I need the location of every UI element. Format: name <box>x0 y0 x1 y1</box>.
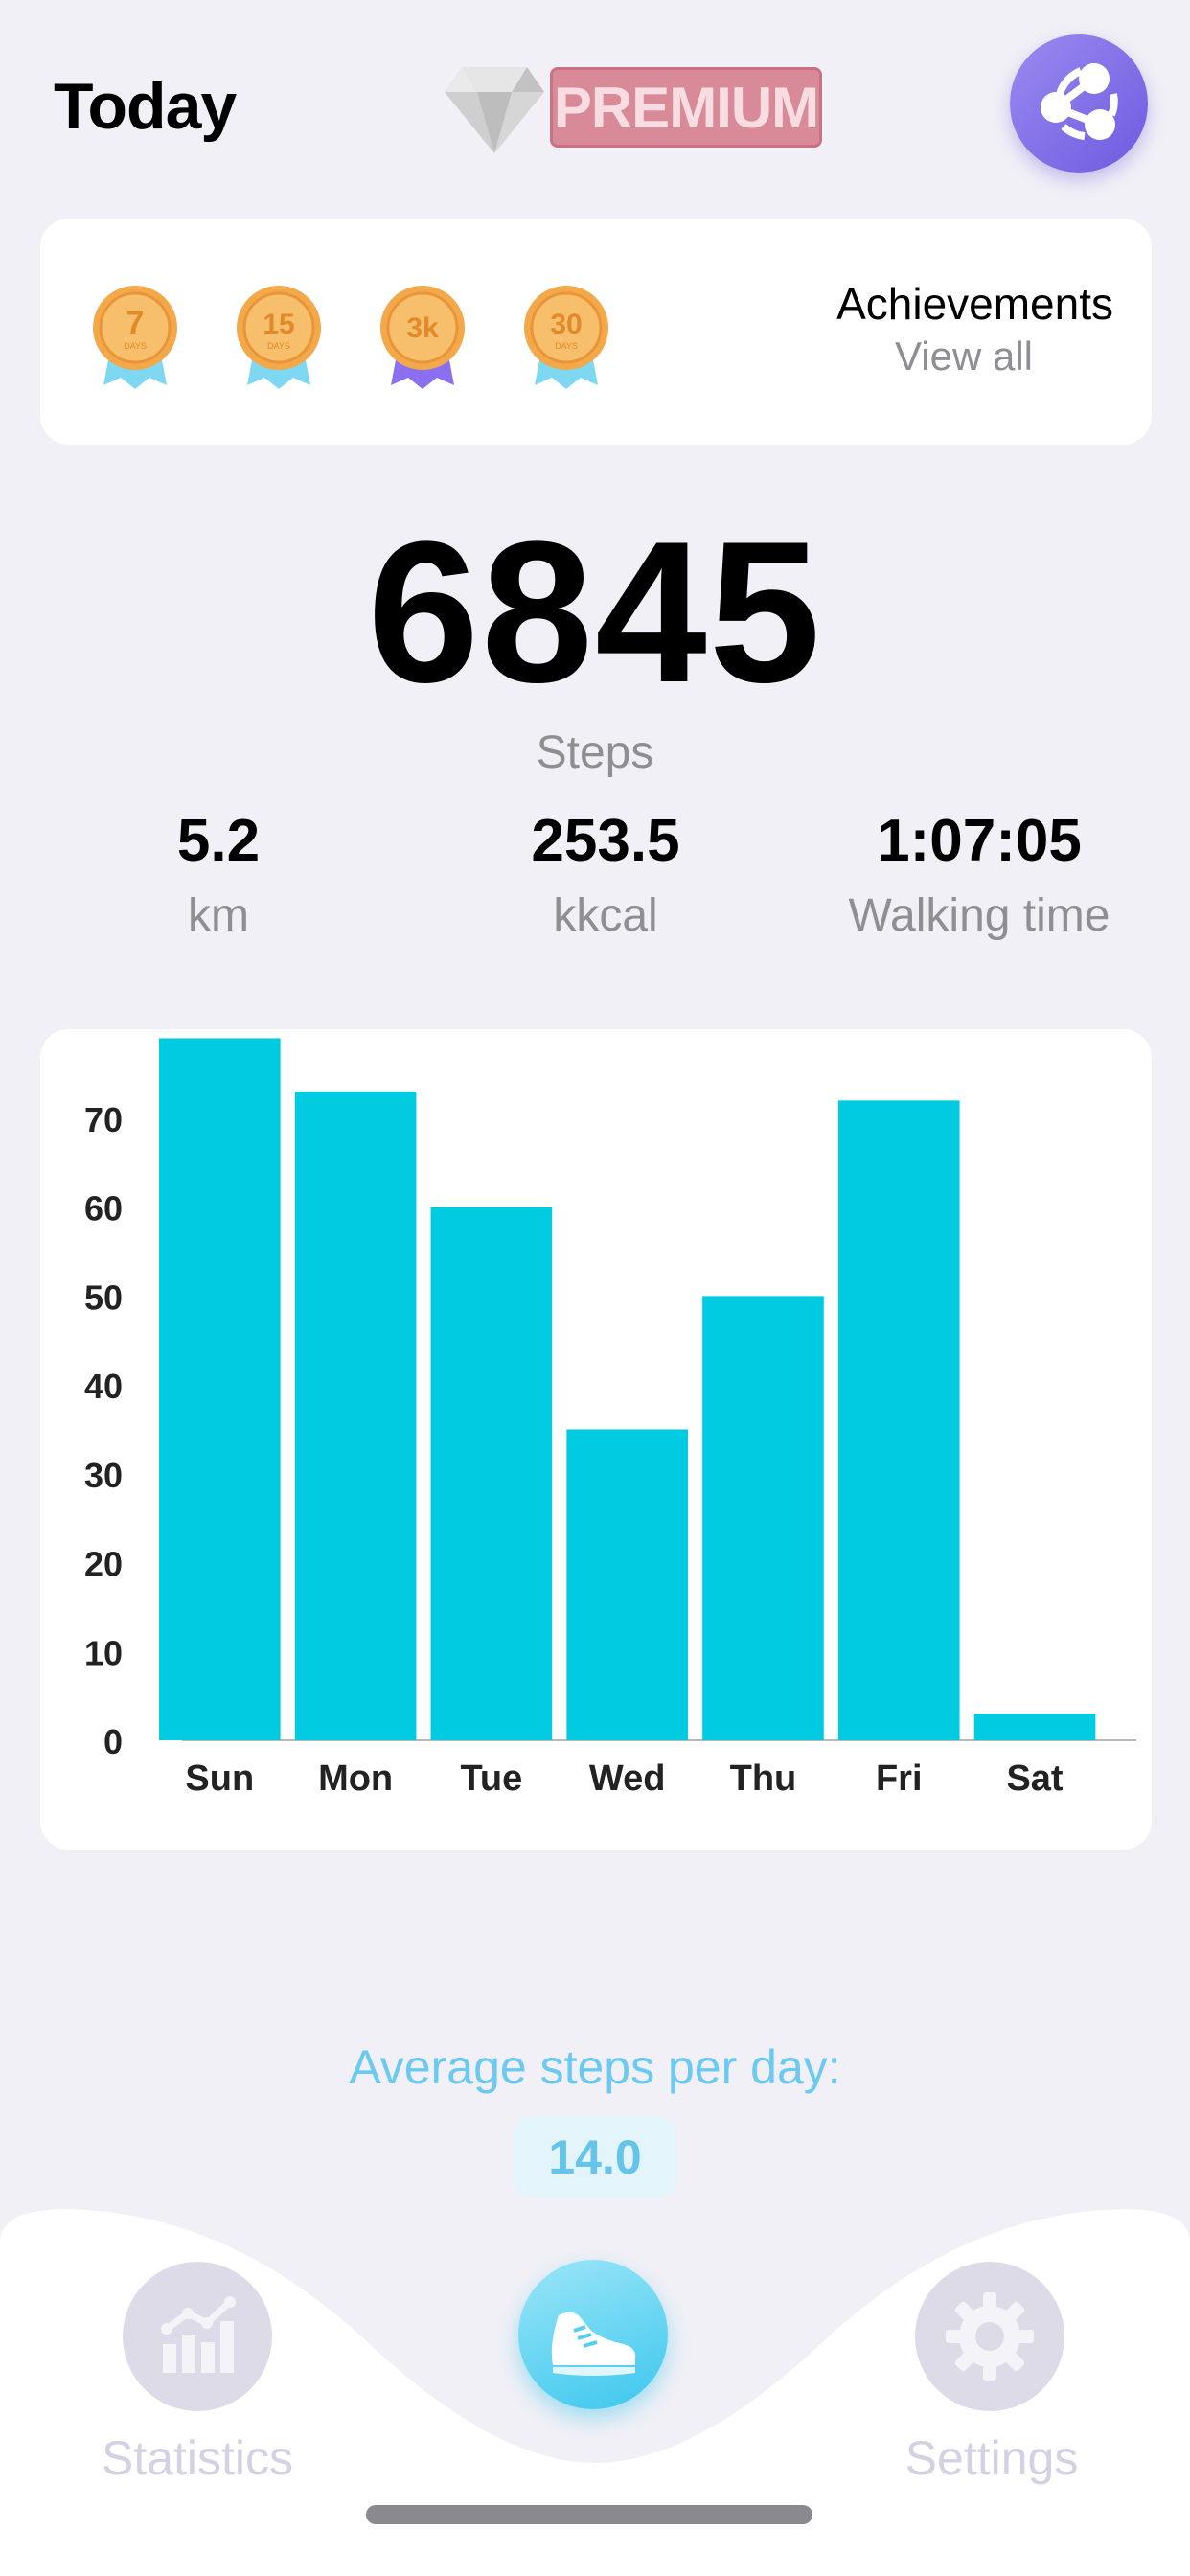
distance-unit: km <box>188 890 249 941</box>
bar-thu <box>702 1296 824 1740</box>
tab-bar <box>0 2204 1190 2576</box>
steps-label: Steps <box>536 727 654 778</box>
weekly-chart-card: 0 10 20 30 40 50 60 70 Sun Mon Tue Wed Thu Fri Sat <box>40 1029 1152 1850</box>
x-tick-label: Tue <box>461 1759 523 1799</box>
x-tick-label: Thu <box>730 1759 797 1799</box>
page-title: Today <box>54 70 237 143</box>
walking-time-value: 1:07:05 <box>877 808 1082 874</box>
statistics-chart-icon <box>161 2296 236 2373</box>
share-button[interactable] <box>1010 34 1148 172</box>
medal-text: 3k <box>406 312 439 344</box>
tab-bar-background <box>0 2209 1190 2576</box>
achievement-medal-icon[interactable]: 3k <box>370 278 475 393</box>
y-tick-label: 40 <box>84 1367 123 1406</box>
steps-count: 6845 <box>367 499 823 724</box>
premium-badge[interactable]: PREMIUM <box>550 67 822 148</box>
tab-today-button[interactable] <box>518 2260 668 2409</box>
average-label: Average steps per day: <box>349 2040 841 2094</box>
bar-sat <box>973 1714 1096 1740</box>
bar-fri <box>837 1100 960 1740</box>
calories-value: 253.5 <box>531 808 680 874</box>
medal-subtext: DAYS <box>555 341 578 351</box>
bar-tue <box>430 1207 553 1740</box>
achievements-card[interactable]: 7 DAYS 15 DAYS 3k 30 DAYS Achievements View al… <box>40 218 1152 445</box>
medal-subtext: DAYS <box>124 341 147 351</box>
achievements-title: Achievements <box>836 279 1113 329</box>
x-tick-label: Sun <box>185 1759 254 1799</box>
y-tick-label: 50 <box>84 1277 123 1317</box>
diamond-icon[interactable] <box>443 59 546 155</box>
x-tick-label: Mon <box>318 1759 393 1799</box>
header: Today PREMIUM <box>0 0 1190 201</box>
y-tick-label: 30 <box>84 1456 123 1495</box>
tab-statistics-label[interactable]: Statistics <box>101 2431 294 2485</box>
y-tick-label: 20 <box>84 1545 123 1584</box>
sneaker-icon <box>551 2312 636 2376</box>
calories-unit: kkcal <box>553 890 658 941</box>
bar-mon <box>294 1092 417 1740</box>
weekly-steps-chart: 0 10 20 30 40 50 60 70 Sun Mon Tue Wed Thu Fri Sat <box>84 1038 1136 1799</box>
view-all-link[interactable]: View all <box>895 334 1033 379</box>
x-tick-label: Sat <box>1006 1759 1063 1799</box>
walking-time-stat: 1:07:05 Walking time <box>797 803 1161 947</box>
y-tick-label: 0 <box>103 1722 123 1761</box>
y-tick-label: 70 <box>84 1100 123 1139</box>
gear-icon <box>946 2292 1034 2380</box>
calories-stat: 253.5 kkcal <box>423 803 788 947</box>
distance-value: 5.2 <box>176 808 261 874</box>
share-icon <box>1041 63 1118 140</box>
x-tick-label: Fri <box>876 1759 923 1799</box>
medal-text: 15 <box>263 309 294 340</box>
tab-statistics-button[interactable] <box>123 2262 272 2411</box>
bar-wed <box>566 1429 688 1740</box>
bar-sun <box>159 1038 281 1740</box>
medal-text: 30 <box>550 309 582 340</box>
home-indicator <box>366 2505 812 2524</box>
distance-stat: 5.2 km <box>36 803 400 947</box>
x-tick-label: Wed <box>589 1759 666 1799</box>
tab-settings-button[interactable] <box>915 2262 1064 2411</box>
average-value-badge: 14.0 <box>514 2116 676 2198</box>
y-tick-label: 60 <box>84 1189 123 1229</box>
tab-settings-label[interactable]: Settings <box>904 2431 1079 2485</box>
medal-text: 7 <box>126 305 145 341</box>
medal-subtext: DAYS <box>267 341 290 351</box>
walking-time-label: Walking time <box>848 890 1110 941</box>
y-tick-label: 10 <box>84 1633 123 1672</box>
